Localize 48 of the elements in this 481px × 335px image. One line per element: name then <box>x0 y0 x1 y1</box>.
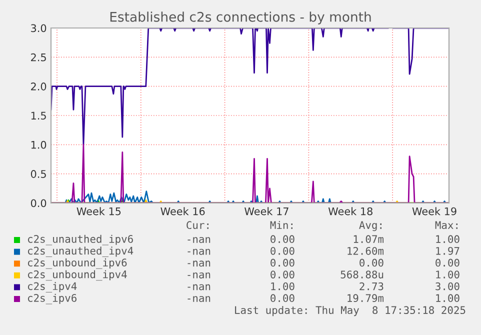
x-tick-label: Week 17 <box>244 207 288 216</box>
text: -nan <box>188 260 210 267</box>
text: 1.00 <box>436 294 460 302</box>
x-tick-label: Week 15 <box>76 207 121 216</box>
text: -nan <box>188 272 210 278</box>
y-tick-label: 3.0 <box>31 24 46 32</box>
text: 0.00 <box>270 270 294 278</box>
text: 1.00 <box>271 282 294 290</box>
text: 0.00 <box>270 246 294 255</box>
text: 1.00 <box>436 235 460 244</box>
y-tick-label: 2.0 <box>31 82 46 90</box>
legend-label: c2s_unbound_ipv4 <box>28 270 127 281</box>
text: 3.00 <box>436 282 460 290</box>
text: 2.73 <box>360 282 384 290</box>
y-tick-label: 1.0 <box>31 140 46 149</box>
text: 0.00 <box>436 258 460 267</box>
text: 0.00 <box>270 258 294 267</box>
chart-title: Established c2s connections - by month <box>110 12 371 24</box>
y-tick-label: 1.5 <box>31 112 46 120</box>
legend-label: c2s_unbound_ipv6 <box>28 258 127 269</box>
text: 1.07m <box>354 235 384 244</box>
text: 1.97 <box>436 246 460 255</box>
text: Avg: <box>359 221 382 232</box>
legend-label: c2s_unauthed_ipv4 <box>28 246 134 257</box>
text: -nan <box>188 296 210 302</box>
legend-label: c2s_ipv6 <box>28 294 76 304</box>
text: 0.00 <box>270 294 294 302</box>
text: 568.88u <box>340 270 384 278</box>
x-tick-label: Week 19 <box>412 207 456 216</box>
x-tick-label: Week 18 <box>328 207 372 216</box>
text: -nan <box>188 237 210 244</box>
y-tick-label: 0.5 <box>30 170 46 178</box>
x-tick-label: Week 16 <box>160 207 205 216</box>
y-tick-label: 0.0 <box>30 199 46 208</box>
text: Cur: <box>186 221 208 230</box>
legend-label: c2s_ipv4 <box>28 282 77 292</box>
text: Min: <box>270 220 292 229</box>
y-tick-label: 2.5 <box>31 53 46 62</box>
text: 12.60m <box>348 246 384 255</box>
text: Max: <box>435 221 458 230</box>
text: -nan <box>188 248 210 255</box>
text: 1.00 <box>436 270 460 278</box>
legend-label: c2s_unauthed_ipv6 <box>28 234 133 246</box>
text: Last update: Thu May 8 17:35:18 2025 <box>235 306 466 316</box>
text: 19.79m <box>348 294 384 302</box>
text: -nan <box>188 284 210 290</box>
text: 0.00 <box>360 258 384 267</box>
text: 0.00 <box>270 235 294 244</box>
